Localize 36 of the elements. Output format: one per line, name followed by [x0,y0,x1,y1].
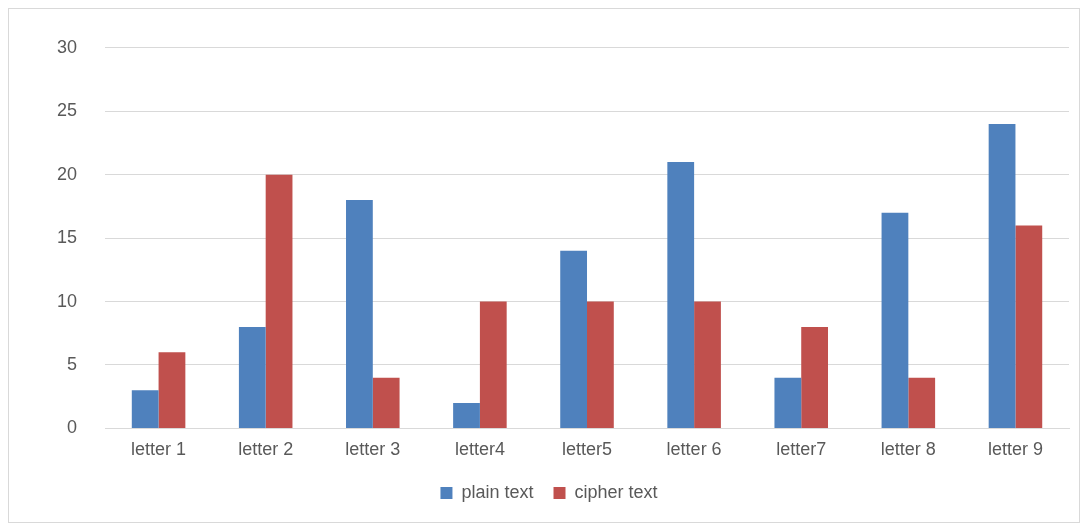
bar [587,301,614,428]
y-tick-label: 0 [67,417,78,438]
x-tick-label: letter 3 [345,439,401,460]
bar [560,250,588,428]
bar [238,326,266,428]
bar [694,301,721,428]
x-tick-label: letter 6 [666,439,722,460]
y-tick-label: 5 [67,353,78,374]
x-tick-label: letter 8 [880,439,936,460]
y-tick-label: 10 [56,290,78,311]
x-tick-label: letter5 [562,439,613,460]
legend-label: plain text [461,481,534,502]
bar [908,377,936,428]
y-tick-label: 30 [56,36,78,57]
y-tick-label: 15 [56,227,78,248]
bar [988,123,1016,428]
x-tick-label: letter 1 [131,439,187,460]
bar [158,352,186,428]
bar [881,212,909,428]
bar [774,377,802,428]
y-tick-label: 20 [56,163,78,184]
x-tick-label: letter7 [776,439,827,460]
y-tick-label: 25 [56,100,78,121]
x-tick-label: letter4 [454,439,505,460]
bar [801,326,829,428]
bar [131,390,159,428]
legend-label: cipher text [574,481,658,502]
x-tick-label: letter 9 [987,439,1043,460]
bar [1015,225,1043,428]
bar [265,174,293,428]
bar [479,301,507,428]
bar [667,161,695,428]
bar [346,200,373,428]
bar [453,403,480,428]
bar [372,377,400,428]
x-tick-label: letter 2 [238,439,294,460]
